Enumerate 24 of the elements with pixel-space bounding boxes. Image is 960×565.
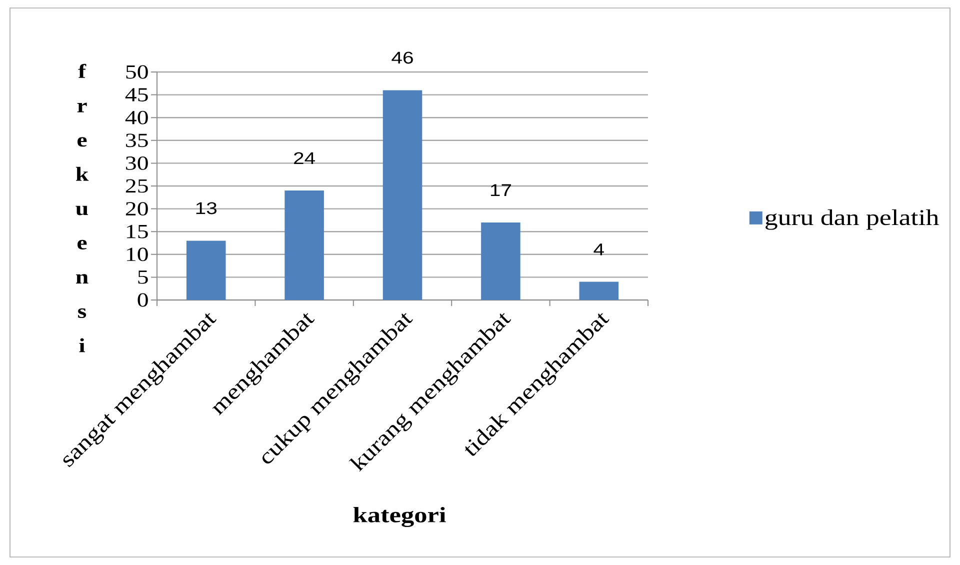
y-tick-label: 10 — [126, 248, 148, 262]
data-label: 13 — [196, 202, 217, 214]
y-tick-label: 35 — [126, 134, 148, 148]
y-tick-label: 30 — [126, 156, 148, 170]
y-tick-label: 5 — [138, 270, 148, 284]
y-tick-label: 50 — [126, 65, 148, 79]
y-tick-label: 25 — [126, 179, 148, 193]
bar — [579, 282, 619, 300]
y-tick-label: 45 — [125, 88, 148, 102]
legend-label: guru dan pelatih — [766, 209, 939, 230]
bar — [481, 222, 520, 300]
data-label: 17 — [490, 184, 511, 196]
bar — [382, 90, 422, 300]
y-tick-label: 15 — [126, 224, 148, 238]
data-label: 46 — [392, 52, 413, 64]
data-label: 24 — [294, 152, 316, 164]
y-tick-label: 40 — [125, 110, 148, 124]
y-tick-label: 20 — [126, 202, 148, 216]
y-tick-label: 0 — [138, 293, 148, 307]
bar — [186, 240, 226, 300]
text: frekuensi — [76, 64, 89, 352]
x-axis-title: kategori — [353, 506, 446, 528]
bar — [284, 190, 324, 300]
data-label: 4 — [594, 244, 604, 256]
